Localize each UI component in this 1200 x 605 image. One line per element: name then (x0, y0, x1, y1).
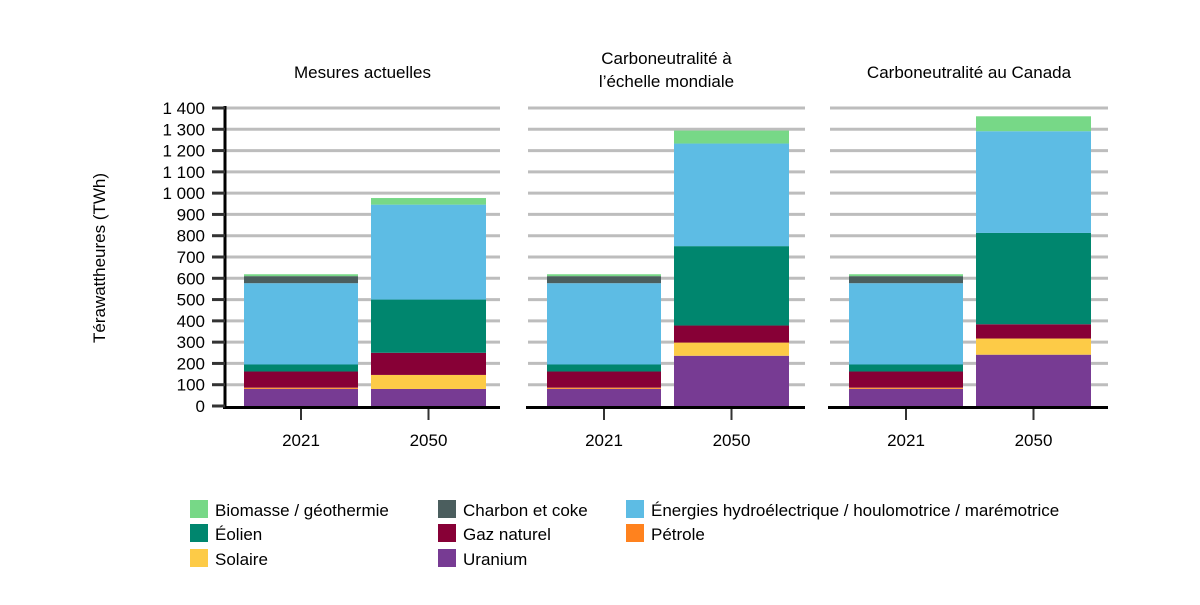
bar-segment-hydro (976, 131, 1091, 233)
y-tick-label: 400 (177, 312, 205, 331)
y-tick-label: 100 (177, 376, 205, 395)
y-tick-label: 1 400 (162, 99, 205, 118)
bar-segment-hydro (244, 283, 358, 364)
legend-label-solaire: Solaire (215, 550, 268, 569)
bar-segment-gaz (547, 372, 661, 388)
bar-segment-uranium (674, 356, 789, 406)
bar-segment-charbon (849, 276, 963, 283)
panel-title: Mesures actuelles (294, 63, 431, 82)
y-tick-label: 700 (177, 248, 205, 267)
legend-swatch-eolien (190, 524, 208, 542)
legend-swatch-petrole (626, 524, 644, 542)
bar-segment-eolien (371, 300, 486, 353)
bar-segment-uranium (371, 389, 486, 406)
legend-label-eolien: Éolien (215, 525, 262, 544)
bar-segment-charbon (547, 276, 661, 283)
bar-segment-petrole (849, 388, 963, 389)
bar-segment-eolien (547, 364, 661, 371)
bar-segment-biomasse (547, 274, 661, 276)
bar-segment-uranium (547, 389, 661, 406)
legend-swatch-uranium (438, 549, 456, 567)
y-tick-label: 900 (177, 205, 205, 224)
bar-segment-petrole (244, 388, 358, 389)
y-tick-label: 1 300 (162, 120, 205, 139)
bar-segment-biomasse (849, 274, 963, 276)
bar-segment-charbon (244, 276, 358, 283)
bar-segment-hydro (674, 144, 789, 247)
bar-segment-uranium (244, 389, 358, 406)
panel-titles: Mesures actuelles Carboneutralité à l’éche… (294, 49, 1072, 91)
panel-title: Carboneutralité au Canada (867, 63, 1072, 82)
x-tick-label: 2021 (282, 431, 320, 450)
bar-segment-solaire (674, 343, 789, 356)
legend-swatch-solaire (190, 549, 208, 567)
bar-segment-eolien (244, 364, 358, 371)
bar-segment-biomasse (244, 274, 358, 276)
y-axis-label: Térawattheures (TWh) (90, 173, 109, 343)
bar-segment-solaire (976, 339, 1091, 355)
bar-segment-biomasse (674, 131, 789, 144)
x-tick-label: 2021 (585, 431, 623, 450)
legend-label-hydro: Énergies hydroélectrique / houlomotrice … (651, 501, 1059, 520)
y-tick-label: 200 (177, 354, 205, 373)
bar-segment-petrole (547, 388, 661, 389)
bar-segment-gaz (371, 353, 486, 375)
legend-swatch-biomasse (190, 500, 208, 518)
bar-segment-hydro (371, 205, 486, 300)
y-tick-label: 500 (177, 291, 205, 310)
y-tick-label: 1 000 (162, 184, 205, 203)
bar-segment-biomasse (371, 198, 486, 205)
y-tick-label: 800 (177, 227, 205, 246)
bar-segment-gaz (976, 324, 1091, 338)
y-tick-label: 300 (177, 333, 205, 352)
bar-segment-solaire (371, 375, 486, 389)
x-tick-label: 2050 (713, 431, 751, 450)
legend-label-uranium: Uranium (463, 550, 527, 569)
y-tick-label: 0 (196, 397, 205, 416)
legend-swatch-hydro (626, 500, 644, 518)
bar-segment-hydro (547, 283, 661, 364)
bar-segment-gaz (244, 372, 358, 388)
legend-label-gaz: Gaz naturel (463, 525, 551, 544)
legend-label-biomasse: Biomasse / géothermie (215, 501, 389, 520)
y-tick-label: 600 (177, 269, 205, 288)
bar-segment-gaz (674, 326, 789, 343)
bar-segment-eolien (674, 246, 789, 325)
legend-swatch-gaz (438, 524, 456, 542)
panel-title: l’échelle mondiale (599, 72, 734, 91)
legend-swatch-charbon (438, 500, 456, 518)
bar-segment-biomasse (976, 116, 1091, 131)
y-tick-label: 1 200 (162, 142, 205, 161)
bar-segment-gaz (849, 372, 963, 388)
x-tick-label: 2050 (1015, 431, 1053, 450)
legend: Biomasse / géothermie Éolien Solaire Charbo… (190, 500, 1059, 569)
x-tick-label: 2021 (887, 431, 925, 450)
y-tick-label: 1 100 (162, 163, 205, 182)
legend-label-charbon: Charbon et coke (463, 501, 588, 520)
bar-segment-uranium (976, 355, 1091, 406)
x-tick-label: 2050 (410, 431, 448, 450)
panel-title: Carboneutralité à (601, 49, 732, 68)
bar-segment-eolien (976, 233, 1091, 324)
bar-segment-uranium (849, 389, 963, 406)
bar-segment-hydro (849, 283, 963, 364)
legend-label-petrole: Pétrole (651, 525, 705, 544)
bar-segment-eolien (849, 364, 963, 371)
